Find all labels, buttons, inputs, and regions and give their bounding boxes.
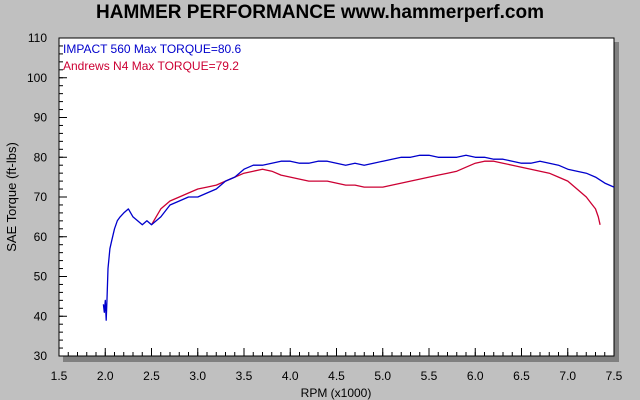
series-line-andrews-n4 [150,160,601,226]
x-tick-label: 5.0 [374,369,391,383]
x-tick-label: 3.0 [189,369,206,383]
plot-area [58,37,615,357]
y-tick-label: 90 [34,111,48,125]
y-tick-label: 50 [34,270,48,284]
series-layer [102,154,615,321]
x-tick-label: 2.0 [97,369,114,383]
x-tick-label: 2.5 [143,369,160,383]
legend: IMPACT 560 Max TORQUE=80.6 Andrews N4 Max… [63,42,242,73]
y-axis-ticks: 30 40 50 60 70 80 90 100 110 [27,31,67,363]
x-tick-label: 1.5 [51,369,68,383]
y-tick-label: 80 [34,150,48,164]
x-tick-label: 6.0 [467,369,484,383]
x-tick-label: 4.5 [328,369,345,383]
x-axis-label: RPM (x1000) [301,386,372,400]
y-tick-label: 110 [28,31,47,45]
chart-title: HAMMER PERFORMANCE www.hammerperf.com [96,2,544,23]
x-tick-label: 3.5 [236,369,253,383]
y-tick-label: 40 [34,309,48,323]
legend-entry-andrews-n4: Andrews N4 Max TORQUE=79.2 [63,59,239,73]
y-tick-label: 70 [34,190,48,204]
x-tick-label: 4.0 [282,369,299,383]
x-axis-ticks: 1.5 2.0 2.5 3.0 3.5 4.0 4.5 5.0 5.5 6.0 6.5 7.0 7.5 [51,348,623,383]
y-tick-label: 60 [34,230,48,244]
x-tick-label: 6.5 [513,369,530,383]
y-tick-label: 30 [34,349,48,363]
y-axis-label: SAE Torque (ft-lbs) [4,142,19,252]
y-tick-label: 100 [27,71,47,85]
legend-entry-impact-560: IMPACT 560 Max TORQUE=80.6 [63,42,242,56]
x-tick-label: 7.5 [606,369,623,383]
x-tick-label: 5.5 [421,369,438,383]
x-tick-label: 7.0 [559,369,576,383]
series-line-impact-560 [102,154,615,321]
